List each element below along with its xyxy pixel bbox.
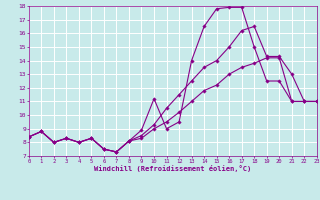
X-axis label: Windchill (Refroidissement éolien,°C): Windchill (Refroidissement éolien,°C) [94, 165, 252, 172]
